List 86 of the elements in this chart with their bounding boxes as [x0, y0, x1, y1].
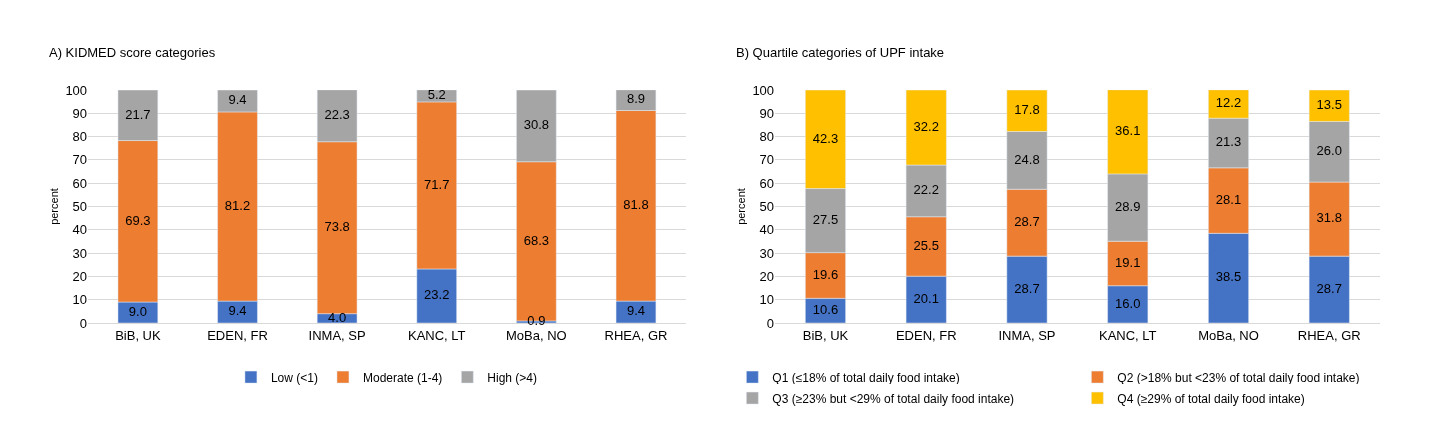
data-label: 17.8	[1014, 101, 1040, 117]
y-tick-label: 90	[759, 105, 775, 121]
y-tick-label: 40	[759, 222, 775, 238]
data-label: 69.3	[125, 212, 151, 228]
y-tick-label: 20	[759, 268, 775, 284]
data-label: 19.1	[1115, 254, 1141, 270]
x-tick-label: BiB, UK	[802, 327, 849, 343]
x-tick-label: INMA, SP	[998, 327, 1056, 343]
data-label: 26.0	[1316, 143, 1342, 158]
y-tick-label: 50	[759, 199, 775, 215]
chart-title: B) Quartile categories of UPF intake	[736, 45, 945, 60]
data-label: 9.4	[228, 303, 247, 319]
y-tick-label: 60	[759, 175, 775, 191]
y-tick-label: 70	[759, 152, 775, 168]
legend-label: Moderate (1-4)	[362, 370, 443, 385]
legend-label: Low (<1)	[270, 370, 318, 385]
data-label: 81.2	[224, 197, 251, 213]
data-label: 21.7	[125, 106, 151, 122]
x-tick-label: EDEN, FR	[895, 327, 957, 343]
x-tick-label: MoBa, NO	[506, 327, 567, 343]
data-label: 28.7	[1014, 213, 1040, 229]
data-label: 4.0	[328, 309, 347, 325]
data-label: 9.0	[128, 303, 147, 319]
x-tick-label: RHEA, GR	[1297, 327, 1361, 343]
data-label: 9.4	[228, 92, 247, 108]
y-axis-title: percent	[48, 188, 61, 225]
data-label: 16.0	[1115, 295, 1141, 311]
data-label: 22.3	[324, 107, 350, 122]
x-tick-label: BiB, UK	[115, 327, 161, 343]
x-tick-label: KANC, LT	[407, 327, 466, 343]
data-label: 20.1	[913, 290, 939, 306]
y-tick-label: 100	[752, 82, 775, 98]
data-label: 36.1	[1115, 123, 1141, 139]
x-tick-label: RHEA, GR	[604, 327, 668, 343]
y-tick-label: 10	[759, 292, 775, 308]
y-tick-label: 50	[72, 199, 88, 215]
data-label: 24.8	[1014, 151, 1040, 167]
y-tick-label: 80	[72, 129, 88, 145]
data-label: 28.7	[1014, 280, 1040, 296]
data-label: 9.4	[626, 303, 646, 319]
data-label: 32.2	[913, 118, 939, 134]
y-tick-label: 20	[72, 268, 88, 284]
y-tick-label: 100	[65, 82, 88, 98]
data-label: 27.5	[812, 211, 839, 227]
x-tick-label: INMA, SP	[308, 327, 366, 343]
data-label: 28.1	[1215, 191, 1242, 207]
y-tick-label: 60	[72, 175, 88, 191]
data-label: 25.5	[913, 237, 939, 253]
x-tick-label: EDEN, FR	[207, 327, 268, 343]
data-label: 73.8	[324, 218, 350, 234]
data-label: 68.3	[523, 232, 550, 248]
data-label: 8.9	[626, 91, 646, 107]
y-tick-label: 70	[72, 152, 88, 168]
data-label: 22.2	[913, 182, 939, 198]
legend-label: Q1 (≤18% of total daily food intake)	[772, 370, 960, 385]
legend-label: Q4 (≥29% of total daily food intake)	[1117, 391, 1305, 406]
chart-title: A) KIDMED score categories	[49, 45, 216, 60]
y-tick-label: 0	[79, 315, 88, 331]
y-tick-label: 90	[72, 105, 88, 121]
data-label: 23.2	[424, 287, 450, 303]
data-label: 38.5	[1215, 269, 1242, 285]
data-label: 30.8	[523, 117, 550, 133]
data-label: 28.9	[1115, 198, 1141, 214]
data-label: 19.6	[812, 266, 839, 282]
data-label: 10.6	[812, 301, 839, 317]
data-label: 28.7	[1316, 280, 1342, 296]
data-label: 13.5	[1316, 96, 1342, 112]
y-tick-label: 30	[759, 245, 775, 261]
y-axis-title: percent	[735, 188, 748, 225]
data-label: 81.8	[623, 197, 649, 213]
legend-label: High (>4)	[487, 370, 538, 385]
data-label: 31.8	[1316, 210, 1342, 226]
y-tick-label: 30	[72, 245, 88, 261]
legend-label: Q2 (>18% but <23% of total daily food intake)	[1117, 370, 1360, 385]
y-tick-label: 10	[72, 292, 88, 308]
data-label: 42.3	[812, 130, 839, 146]
data-label: 5.2	[427, 87, 446, 103]
y-tick-label: 0	[766, 315, 775, 331]
y-tick-label: 40	[72, 222, 88, 238]
data-label: 21.3	[1215, 134, 1242, 150]
x-tick-label: KANC, LT	[1098, 327, 1157, 343]
x-tick-label: MoBa, NO	[1198, 327, 1259, 343]
data-label: 71.7	[424, 176, 450, 192]
y-tick-label: 80	[759, 129, 775, 145]
legend-label: Q3 (≥23% but <29% of total daily food intake)	[772, 391, 1015, 406]
data-label: 12.2	[1215, 95, 1242, 111]
